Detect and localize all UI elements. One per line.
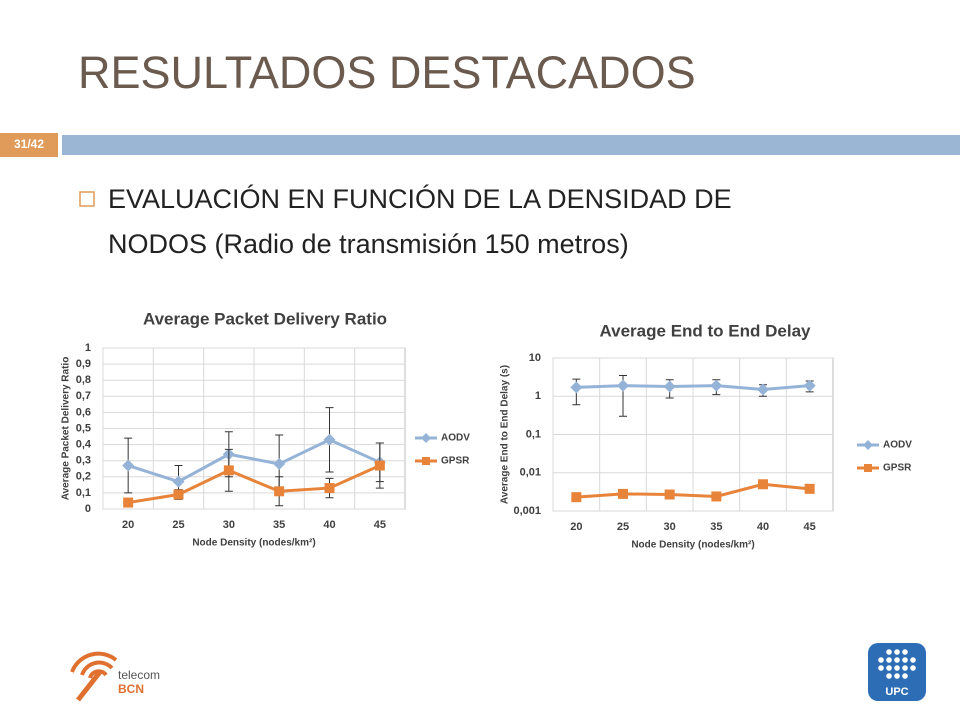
y-tick-label: 0,8 [76,374,91,386]
logo-text: UPC [885,686,908,698]
series-line [127,438,381,484]
x-axis-title: Node Density (nodes/km²) [192,538,315,549]
y-tick-label: 0,1 [76,487,91,499]
logo-dot [886,665,892,671]
series-line [576,482,810,499]
y-tick-label: 1 [85,342,91,354]
bullet [79,191,95,207]
marker [172,475,185,488]
marker [571,492,582,503]
y-tick-label: 0,7 [76,390,91,402]
x-tick-label: 20 [570,521,582,533]
legend-marker [421,433,431,443]
y-axis-title: Average Packet Delivery Ratio [61,357,72,501]
header-bar [62,135,960,155]
marker [618,488,628,499]
y-tick-label: 0,2 [76,471,91,483]
chart-title: Average End to End Delay [600,321,812,340]
logo-dot [894,665,900,671]
logo-dot [886,657,892,663]
page-box [0,133,58,157]
marker [122,459,135,472]
legend-marker [864,464,872,472]
x-tick-label: 25 [172,519,184,531]
logo-text: telecom [118,668,160,682]
x-tick-label: 20 [122,519,134,531]
y-tick-label: 0,5 [76,422,91,434]
marker [123,497,134,508]
logo-text: BCN [118,682,144,696]
x-tick-label: 35 [273,519,285,531]
marker [711,491,722,502]
logo-dot [902,673,908,679]
logo-dot [878,665,884,671]
legend-label: GPSR [883,463,912,474]
marker [570,381,583,394]
legend-marker [422,457,430,465]
chart-title: Average Packet Delivery Ratio [143,309,387,328]
y-tick-label: 0,1 [526,428,541,440]
x-tick-label: 40 [323,519,335,531]
x-tick-label: 45 [804,521,816,533]
logo-dot [878,657,884,663]
marker [663,380,676,393]
y-tick-label: 0,01 [520,467,541,479]
y-tick-label: 1 [535,390,541,402]
marker [758,479,768,490]
bullet-text: EVALUACIÓN EN FUNCIÓN DE LA DENSIDAD DE [108,183,732,214]
marker [173,489,184,500]
y-tick-label: 0,3 [76,455,91,467]
y-axis-title: Average End to End Delay (s) [500,365,511,504]
marker [664,489,675,500]
marker [223,465,234,476]
series-line [576,384,810,392]
marker [374,460,385,471]
y-tick-label: 0,001 [513,505,541,517]
y-tick-label: 0 [85,503,91,515]
marker [710,379,723,392]
y-tick-label: 0,6 [76,406,91,418]
logo-dot [894,649,900,655]
legend-marker [863,440,873,450]
marker [804,483,815,494]
legend-label: GPSR [441,456,470,467]
logo-telecom: telecom BCN [70,651,160,702]
legend-label: AODV [441,433,470,444]
page-number: 31/42 [14,137,44,151]
logo-dot [894,657,900,663]
logo-upc: UPC [868,643,926,701]
bullet-text: NODOS (Radio de transmisión 150 metros) [108,229,629,259]
marker [324,483,335,494]
logo-dot [886,673,892,679]
marker [274,486,285,497]
x-axis-title: Node Density (nodes/km²) [631,540,754,551]
series-line [127,464,381,505]
logo-dot [902,657,908,663]
x-tick-label: 45 [374,519,386,531]
logo-dot [902,649,908,655]
logo-dot [886,649,892,655]
logo-dot [902,665,908,671]
x-tick-label: 30 [223,519,235,531]
y-tick-label: 0,4 [76,439,92,451]
logo-dot [910,657,916,663]
marker [273,457,286,470]
legend-label: AODV [883,440,912,451]
y-tick-label: 10 [529,352,541,364]
marker [617,379,629,392]
marker [757,383,769,396]
logo-dot [910,665,916,671]
y-tick-label: 0,9 [76,358,91,370]
marker [323,433,336,446]
x-tick-label: 40 [757,521,769,533]
slide-title: RESULTADOS DESTACADOS [78,47,696,98]
x-tick-label: 30 [664,521,676,533]
x-tick-label: 35 [710,521,722,533]
logo-dot [894,673,900,679]
marker [803,379,816,392]
x-tick-label: 25 [617,521,629,533]
